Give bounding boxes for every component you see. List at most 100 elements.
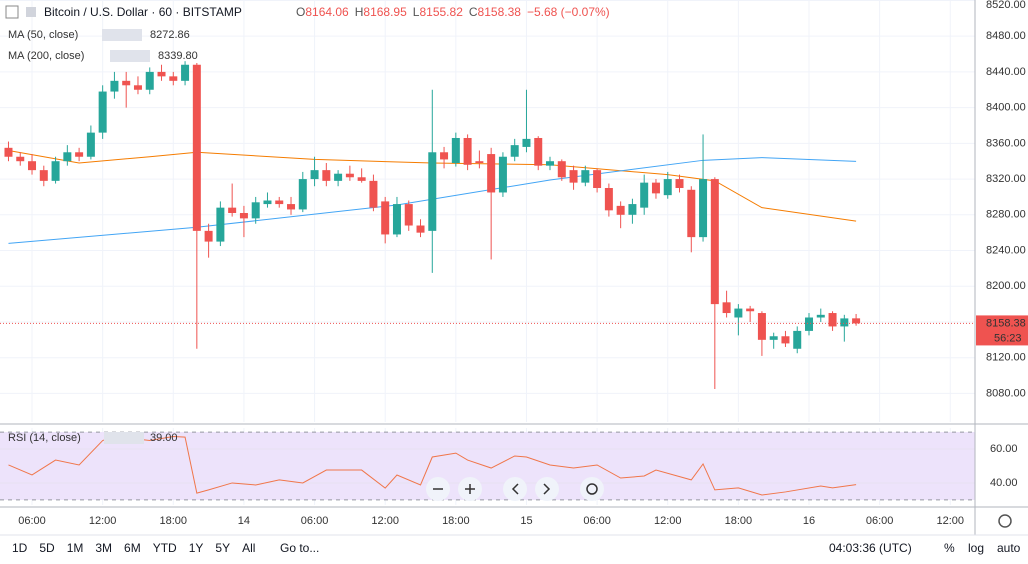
scroll-right[interactable] bbox=[535, 477, 559, 501]
rsi-buttons[interactable] bbox=[104, 432, 144, 444]
y-tick-label: 8200.00 bbox=[986, 280, 1026, 292]
candle-body bbox=[522, 138, 531, 147]
candle-body bbox=[287, 204, 296, 210]
candle-body bbox=[63, 152, 72, 162]
reset[interactable] bbox=[580, 477, 604, 501]
candle-body bbox=[675, 179, 684, 189]
candle-body bbox=[640, 182, 649, 208]
ma50-legend: MA (50, close) bbox=[8, 29, 78, 41]
axis-option[interactable]: auto bbox=[997, 541, 1021, 555]
axis-option[interactable]: % bbox=[944, 541, 955, 555]
y-tick-label: 40.00 bbox=[990, 477, 1018, 489]
candle-body bbox=[816, 314, 825, 318]
candle-body bbox=[357, 177, 366, 181]
candle-body bbox=[581, 170, 590, 183]
candle-body bbox=[310, 170, 319, 180]
candle-body bbox=[251, 202, 260, 219]
countdown: 56:23 bbox=[994, 332, 1022, 344]
y-tick-label: 60.00 bbox=[990, 443, 1018, 455]
candle-body bbox=[463, 137, 472, 165]
symbol-title: Bitcoin / U.S. Dollar · 60 · BITSTAMP bbox=[44, 5, 242, 19]
y-tick-label: 8080.00 bbox=[986, 387, 1026, 399]
candle-body bbox=[487, 154, 496, 193]
range-button[interactable]: 6M bbox=[124, 541, 141, 555]
ui: Bitcoin / U.S. Dollar · 60 · BITSTAMP O 8… bbox=[5, 0, 1028, 555]
ma200-buttons[interactable] bbox=[110, 50, 150, 62]
rsi-line bbox=[8, 435, 857, 496]
y-tick-label: 8360.00 bbox=[986, 137, 1026, 149]
legend-value: 8339.80 bbox=[158, 50, 198, 62]
candle-body bbox=[16, 156, 25, 162]
scroll-left[interactable] bbox=[503, 477, 527, 501]
candle-body bbox=[298, 179, 307, 210]
axis-option[interactable]: log bbox=[968, 541, 984, 555]
scroll-right-icon bbox=[543, 483, 551, 495]
candle-body bbox=[192, 64, 201, 231]
ohlc-key: L bbox=[413, 5, 420, 19]
ma50-buttons[interactable] bbox=[102, 29, 142, 41]
reset-icon bbox=[586, 483, 598, 495]
change: −5.68 (−0.07%) bbox=[527, 5, 610, 19]
x-tick-label: 06:00 bbox=[866, 515, 894, 527]
ohlc-key: O bbox=[296, 5, 305, 19]
zoom-in-icon bbox=[465, 484, 475, 494]
ohlc-key: C bbox=[469, 5, 478, 19]
candle-body bbox=[569, 170, 578, 183]
zoom-controls bbox=[426, 477, 604, 501]
candle-body bbox=[534, 137, 543, 166]
candle-body bbox=[805, 317, 814, 331]
candle-body bbox=[604, 188, 613, 211]
x-tick-label: 06:00 bbox=[301, 515, 329, 527]
candle-body bbox=[687, 189, 696, 238]
x-tick-label: 15 bbox=[520, 515, 532, 527]
goto-button[interactable]: Go to... bbox=[280, 541, 319, 555]
candle-body bbox=[475, 161, 484, 163]
last-price-tag bbox=[976, 315, 1028, 346]
candle-body bbox=[345, 173, 354, 178]
candle-body bbox=[122, 80, 131, 86]
candle-body bbox=[616, 205, 625, 215]
candle-body bbox=[793, 330, 802, 349]
legend-value: 39.00 bbox=[150, 432, 178, 444]
rsi-legend: RSI (14, close) bbox=[8, 432, 81, 444]
candle-body bbox=[145, 71, 154, 90]
candle-body bbox=[263, 200, 272, 205]
candle-body bbox=[663, 179, 672, 196]
menu-icon[interactable] bbox=[5, 5, 19, 19]
candle-body bbox=[133, 85, 142, 90]
candle-body bbox=[451, 137, 460, 163]
candle-body bbox=[216, 207, 225, 242]
candle-body bbox=[828, 313, 837, 327]
x-tick-label: 12:00 bbox=[654, 515, 682, 527]
candle-body bbox=[392, 204, 401, 235]
range-button[interactable]: 5D bbox=[39, 541, 55, 555]
legend-value: 8272.86 bbox=[150, 29, 190, 41]
candle-body bbox=[734, 308, 743, 318]
range-button[interactable]: 3M bbox=[95, 541, 112, 555]
y-tick-label: 8440.00 bbox=[986, 66, 1026, 78]
range-button[interactable]: 5Y bbox=[215, 541, 230, 555]
x-tick-label: 12:00 bbox=[371, 515, 399, 527]
candle-body bbox=[334, 173, 343, 181]
y-tick-label: 8400.00 bbox=[986, 102, 1026, 114]
legend-buttons bbox=[102, 29, 150, 444]
settings-icon[interactable] bbox=[998, 514, 1012, 528]
clock: 04:03:36 (UTC) bbox=[829, 541, 912, 555]
x-tick-label: 16 bbox=[803, 515, 815, 527]
candle-body bbox=[169, 76, 178, 81]
candle-body bbox=[204, 230, 213, 242]
candle-body bbox=[4, 147, 13, 157]
x-tick-label: 14 bbox=[238, 515, 250, 527]
range-button[interactable]: 1Y bbox=[189, 541, 204, 555]
range-button[interactable]: 1M bbox=[67, 541, 84, 555]
candle-body bbox=[651, 182, 660, 194]
candle-body bbox=[228, 207, 237, 214]
range-button[interactable]: YTD bbox=[153, 541, 177, 555]
x-tick-label: 18:00 bbox=[442, 515, 470, 527]
y-tick-label: 8120.00 bbox=[986, 352, 1026, 364]
range-button[interactable]: 1D bbox=[12, 541, 28, 555]
ohlc-value: 8158.38 bbox=[478, 5, 522, 19]
range-button[interactable]: All bbox=[242, 541, 255, 555]
x-tick-label: 12:00 bbox=[937, 515, 965, 527]
